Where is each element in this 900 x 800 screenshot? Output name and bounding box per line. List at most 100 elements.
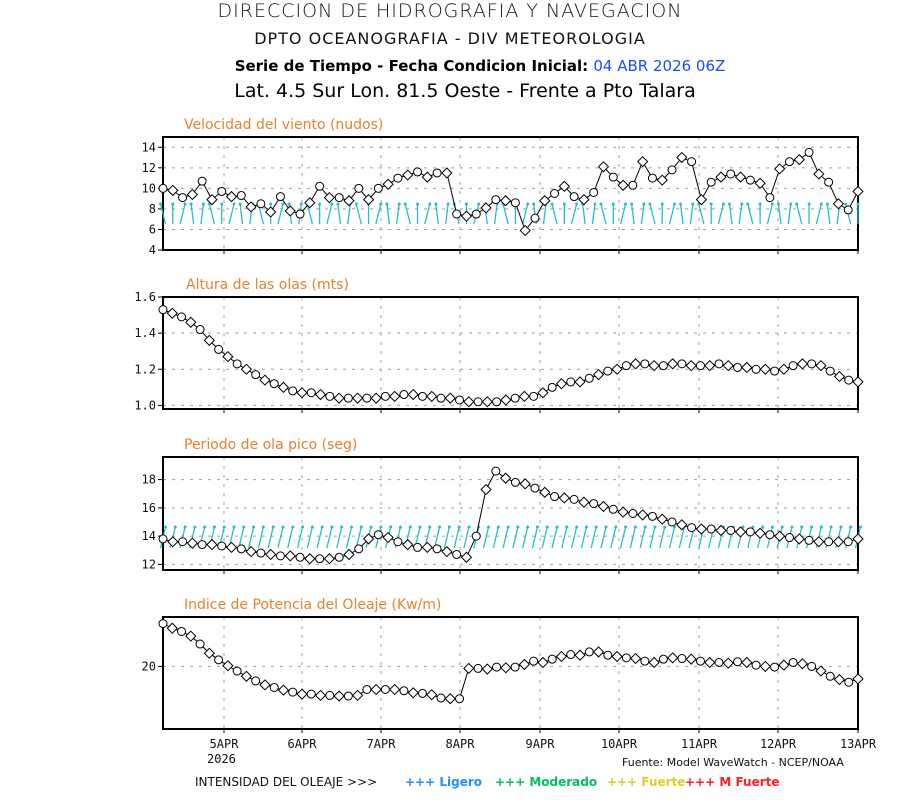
direction-arrow [659, 526, 666, 549]
direction-arrow-head [159, 202, 162, 206]
direction-arrow-head [727, 202, 731, 206]
data-point [676, 151, 688, 164]
data-point [413, 167, 423, 177]
direction-arrow-head [849, 525, 853, 529]
direction-arrow [815, 203, 822, 225]
direction-arrow-head [203, 525, 207, 529]
direction-arrow [306, 526, 313, 549]
direction-arrow [640, 203, 645, 225]
direction-arrow-head [642, 202, 646, 206]
data-point [704, 359, 716, 372]
series-line-wind-speed [162, 151, 859, 232]
data-point [492, 397, 502, 407]
data-point [510, 198, 520, 208]
data-point [597, 500, 610, 513]
data-point [197, 176, 207, 186]
data-point [677, 359, 687, 369]
direction-arrow-head [467, 525, 471, 529]
data-point [195, 639, 205, 649]
direction-arrow [570, 203, 578, 225]
direction-arrow [306, 203, 313, 225]
data-point [481, 396, 493, 408]
direction-arrow [326, 526, 333, 549]
direction-arrow [678, 526, 685, 549]
direction-arrow-head [487, 525, 491, 529]
direction-arrow-head [856, 202, 860, 206]
data-point [788, 361, 798, 371]
data-point [304, 197, 316, 209]
direction-arrow-head [291, 525, 295, 529]
data-point [217, 186, 227, 196]
data-point [539, 486, 551, 498]
data-point [611, 363, 623, 375]
direction-arrow-head [271, 525, 275, 529]
panel-title-peak-period: Periodo de ola pico (seg) [184, 437, 357, 453]
data-point [550, 492, 560, 502]
data-point [362, 393, 372, 403]
data-point [555, 378, 568, 390]
x-tick-label: 5APR [210, 737, 240, 751]
data-point [315, 181, 325, 191]
data-point [629, 652, 642, 665]
data-point [185, 316, 197, 328]
data-point [334, 552, 344, 562]
data-point [314, 689, 327, 702]
data-point [203, 334, 215, 347]
data-point [222, 660, 234, 672]
data-point [491, 466, 501, 476]
data-point [558, 180, 570, 192]
direction-arrow-head [604, 525, 608, 529]
direction-arrow-head [758, 202, 762, 206]
data-point [832, 198, 845, 210]
direction-arrow [590, 526, 597, 549]
data-point [804, 535, 814, 545]
direction-arrow-head [653, 525, 657, 529]
panel-frame-wave-power [162, 616, 859, 730]
direction-arrow-head [379, 202, 383, 206]
data-point [751, 364, 761, 374]
data-point [685, 653, 697, 665]
direction-arrow-head [238, 202, 242, 206]
direction-arrow-head [790, 525, 794, 529]
data-point [499, 195, 512, 207]
data-point [421, 171, 433, 183]
direction-arrow-head [516, 525, 520, 529]
data-point [629, 358, 642, 370]
panel-title-wave-height: Altura de las olas (mts) [186, 277, 349, 293]
data-point [251, 370, 261, 380]
data-point [833, 370, 846, 383]
data-point [455, 395, 465, 405]
direction-arrow-head [359, 525, 363, 529]
data-point [667, 165, 677, 175]
direction-arrow [747, 203, 754, 225]
data-point [245, 545, 257, 558]
direction-arrow-head [434, 202, 438, 206]
direction-arrow [453, 526, 460, 549]
direction-arrow-head [535, 525, 539, 529]
data-point [195, 325, 205, 335]
data-point [547, 382, 557, 392]
panel-frame-wind-speed [162, 136, 859, 251]
data-point [222, 350, 234, 363]
direction-arrow [493, 203, 498, 225]
data-point [480, 202, 492, 214]
data-point [603, 650, 613, 660]
direction-arrow [787, 203, 792, 225]
data-point [413, 542, 423, 552]
data-point [203, 647, 215, 659]
direction-arrow-head [232, 202, 236, 206]
data-point [793, 533, 805, 545]
y-tick-label: 1.0 [134, 398, 156, 412]
direction-arrow [444, 203, 449, 225]
direction-arrow-head [575, 202, 579, 206]
data-point [499, 472, 512, 484]
data-point [426, 390, 438, 403]
data-point [852, 533, 864, 545]
data-point [592, 646, 605, 658]
direction-arrow [257, 526, 265, 549]
data-point [158, 619, 168, 629]
direction-arrow-head [354, 202, 358, 206]
direction-arrow-head [825, 202, 829, 206]
direction-arrow [610, 526, 617, 549]
direction-arrow-head [418, 525, 422, 529]
